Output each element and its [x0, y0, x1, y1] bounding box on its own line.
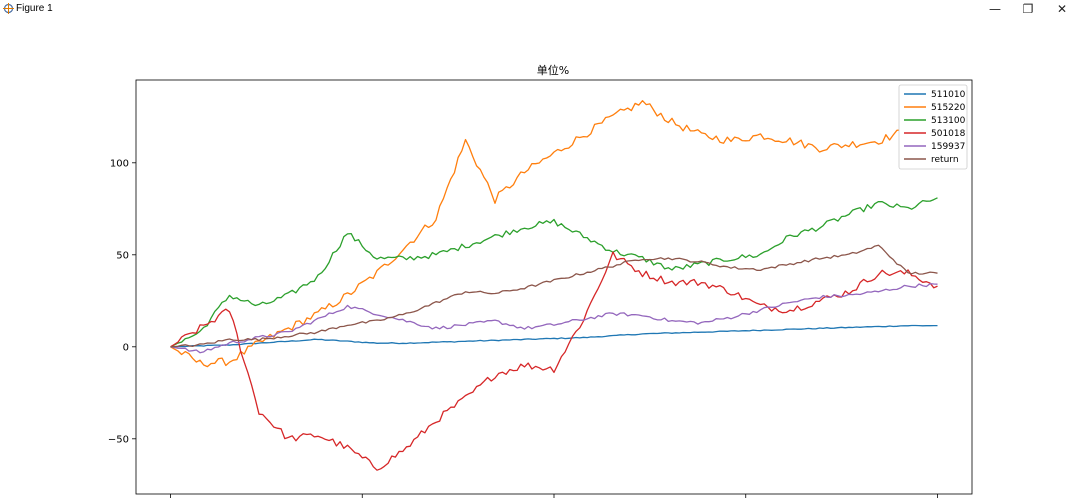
- series-line-501018: [170, 251, 938, 471]
- series-line-513100: [170, 197, 938, 348]
- legend-label: 515220: [931, 103, 966, 113]
- y-axis: −50 0 50 100: [108, 158, 136, 445]
- minimize-icon[interactable]: —: [989, 2, 1001, 16]
- legend-box: [898, 84, 968, 170]
- legend-label: 159937: [931, 142, 965, 152]
- y-tick-label: 0: [123, 342, 129, 353]
- plot-frame: [135, 79, 973, 495]
- y-tick-label: 50: [116, 250, 129, 261]
- x-axis: [170, 494, 938, 498]
- legend-label: return: [931, 155, 959, 165]
- series-line-159937: [170, 282, 938, 354]
- figure-icon: [3, 3, 14, 14]
- close-icon[interactable]: ✕: [1056, 2, 1068, 16]
- series-line-return: [170, 244, 938, 348]
- y-tick-label: 100: [110, 158, 129, 169]
- y-tick-label: −50: [108, 434, 129, 445]
- legend-label: 511010: [931, 90, 966, 100]
- chart-title: 单位%: [537, 63, 569, 77]
- legend-label: 501018: [931, 129, 966, 139]
- legend: 511010 515220 513100 501018 159937 return: [898, 84, 968, 170]
- series-line-515220: [170, 100, 938, 368]
- plot-area-border: [135, 79, 973, 495]
- window-titlebar: Figure 1 — ❐ ✕: [0, 0, 1080, 18]
- series-lines: [170, 100, 938, 471]
- restore-icon[interactable]: ❐: [1022, 2, 1034, 16]
- series-line-511010: [170, 324, 938, 348]
- legend-label: 513100: [931, 116, 966, 126]
- window-title: Figure 1: [16, 3, 53, 14]
